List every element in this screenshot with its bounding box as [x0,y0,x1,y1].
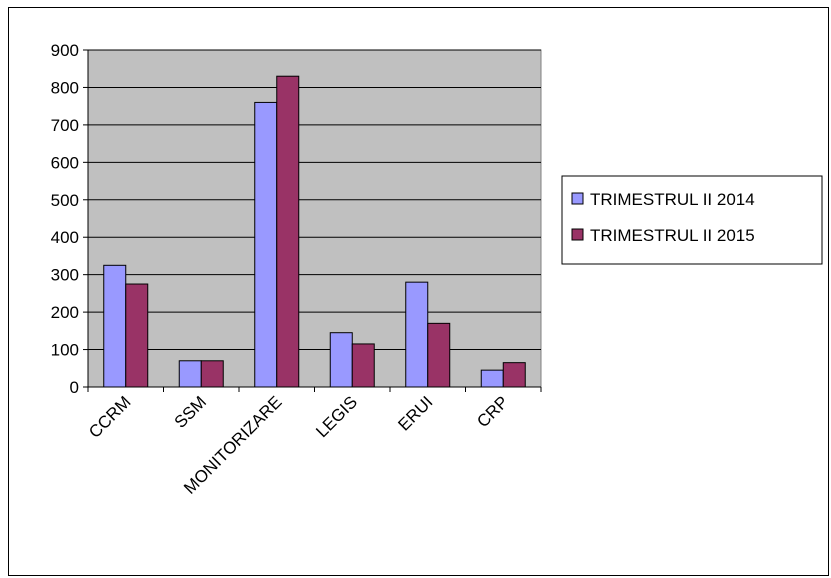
y-tick-label: 200 [51,303,79,322]
bar-crp-2 [502,362,526,388]
bar-monitorizare-1 [254,101,278,388]
legend: TRIMESTRUL II 2014 TRIMESTRUL II 2015 [561,175,823,265]
bar-crp-1 [480,369,504,388]
y-tick-label: 600 [51,153,79,172]
bar-ssm-2 [200,360,224,388]
bar-ccrm-2 [125,283,149,388]
bar-ssm-1 [178,360,202,388]
category-label-ccrm: CCRM [85,392,134,441]
y-tick-label: 700 [51,116,79,135]
legend-label-1: TRIMESTRUL II 2014 [590,190,755,209]
category-label-erui: ERUI [394,392,436,434]
y-tick-label: 800 [51,78,79,97]
y-tick-label: 100 [51,341,79,360]
legend-swatch-2 [571,228,584,241]
category-label-ssm: SSM [171,392,210,431]
bar-monitorizare-2 [276,75,300,388]
bar-erui-2 [427,322,451,388]
category-label-crp: CRP [473,392,512,431]
category-label-legis: LEGIS [312,392,361,441]
gridlines [88,49,541,351]
bar-legis-1 [329,332,353,388]
y-axis-ticks: 0 100 200 300 400 500 600 700 800 900 [51,41,88,397]
bar-erui-1 [405,281,429,388]
bar-ccrm-1 [103,264,127,388]
y-tick-label: 500 [51,191,79,210]
legend-swatch-1 [571,192,584,205]
y-tick-label: 400 [51,228,79,247]
y-tick-label: 300 [51,266,79,285]
legend-box [561,175,823,265]
bar-legis-2 [351,343,375,388]
legend-label-2: TRIMESTRUL II 2015 [590,226,755,245]
bars [103,75,526,388]
y-tick-label: 0 [70,378,79,397]
y-tick-label: 900 [51,41,79,60]
plot-area [87,49,542,388]
